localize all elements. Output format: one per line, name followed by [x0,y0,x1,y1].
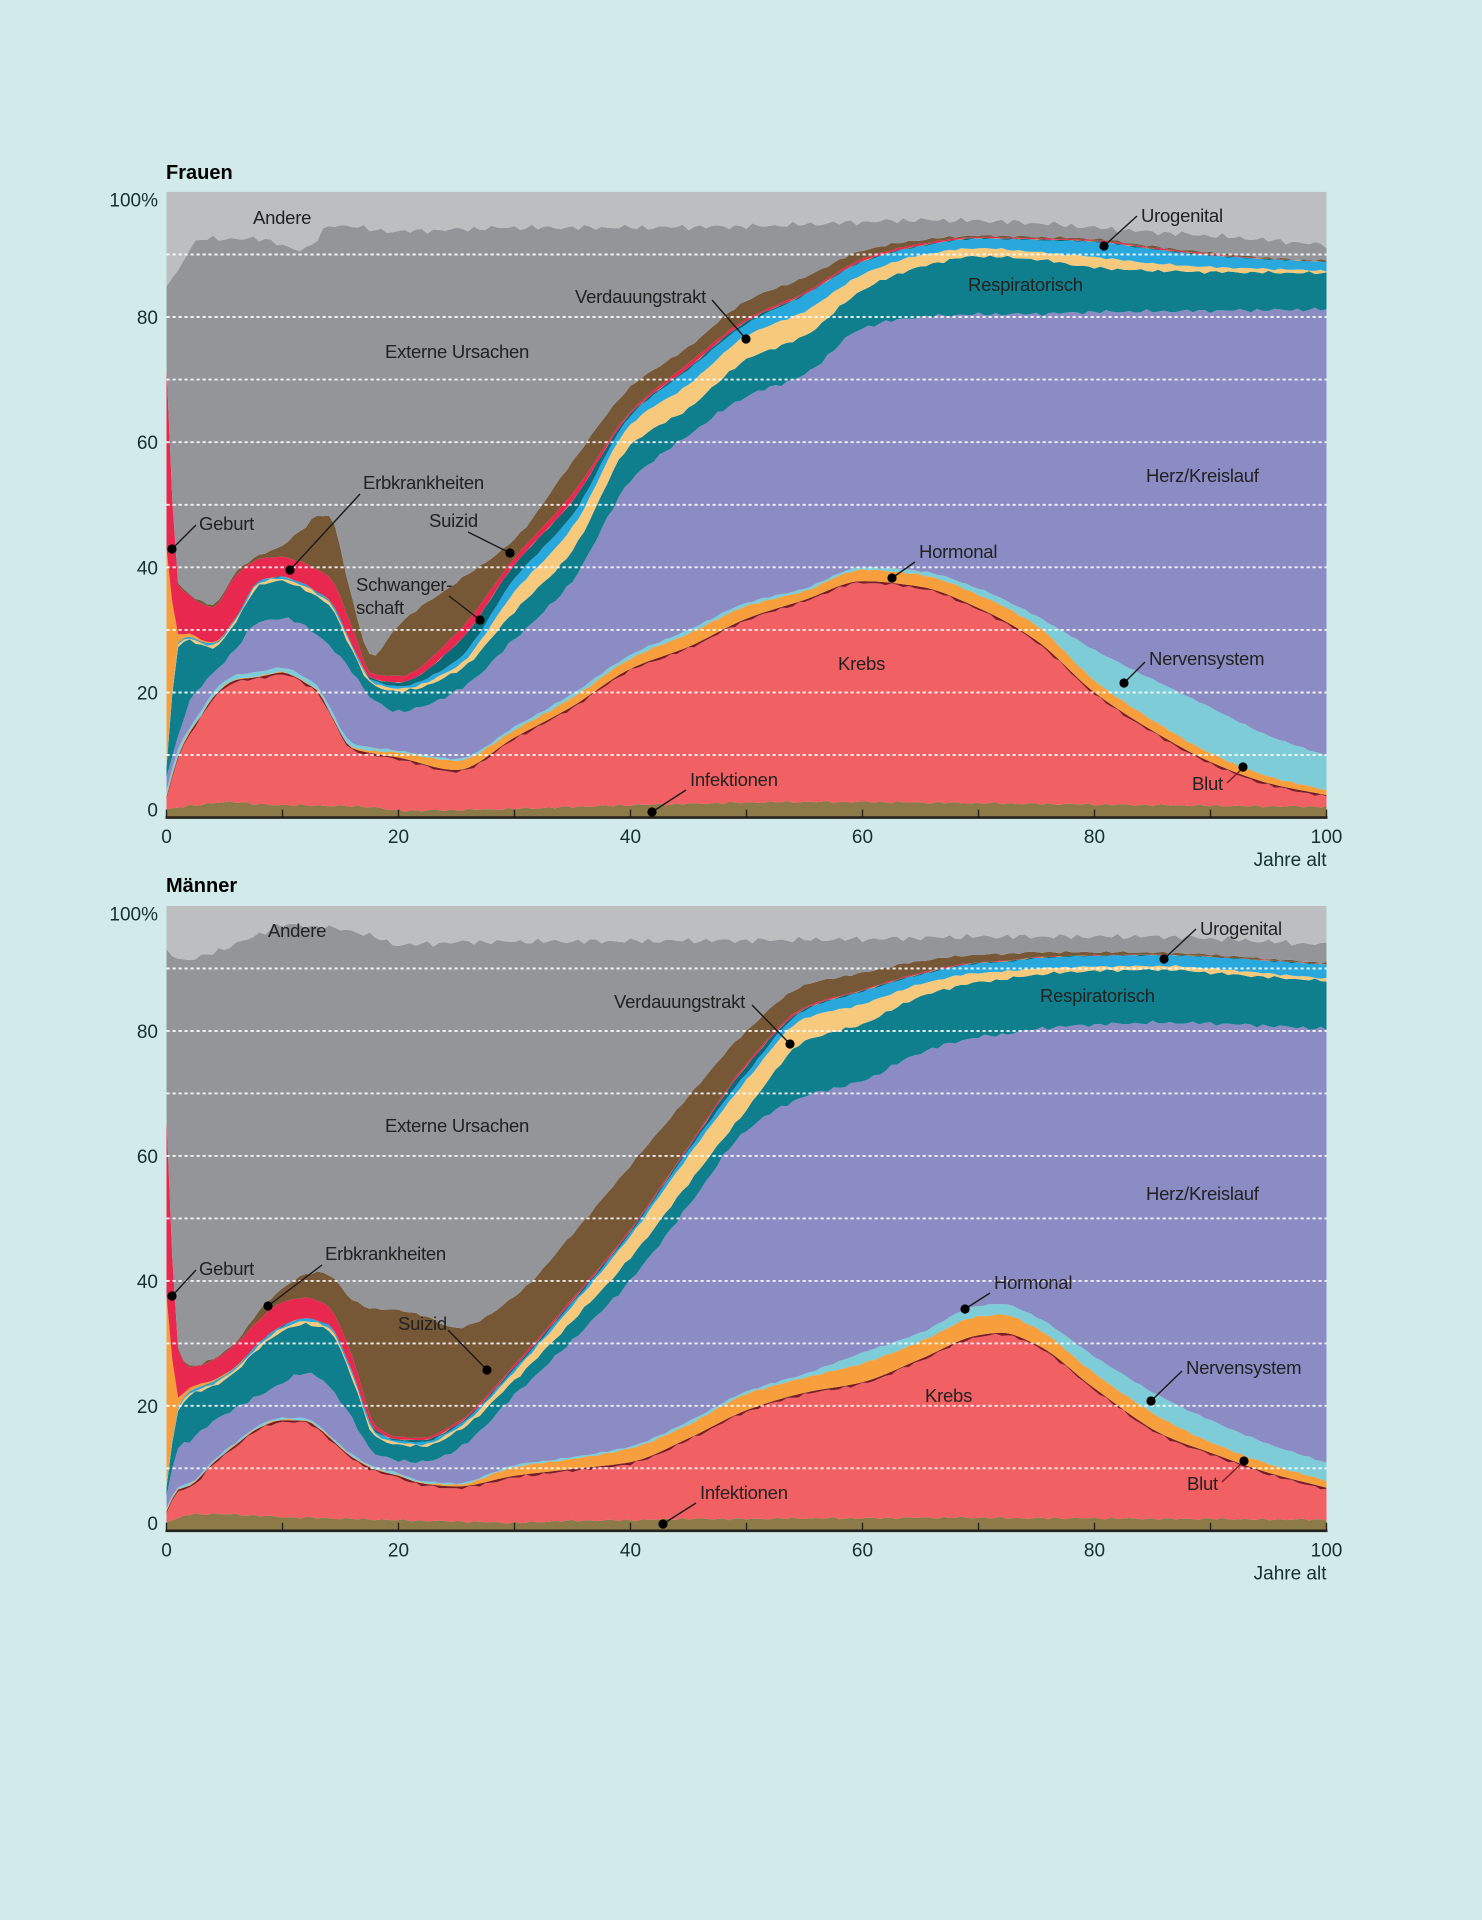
svg-text:Nervensystem: Nervensystem [1186,1357,1301,1378]
svg-text:Suizid: Suizid [429,510,478,531]
svg-text:20: 20 [137,684,158,705]
svg-text:Urogenital: Urogenital [1200,918,1282,939]
svg-text:Externe Ursachen: Externe Ursachen [385,1115,529,1136]
svg-text:Geburt: Geburt [199,1258,254,1279]
svg-text:Urogenital: Urogenital [1141,205,1223,226]
svg-text:0: 0 [161,1540,172,1561]
svg-text:60: 60 [137,1147,158,1168]
svg-text:Herz/Kreislauf: Herz/Kreislauf [1146,1183,1260,1204]
svg-text:20: 20 [137,1397,158,1418]
svg-text:Externe Ursachen: Externe Ursachen [385,341,529,362]
svg-text:0: 0 [147,1514,158,1535]
svg-text:Blut: Blut [1192,773,1223,794]
svg-text:20: 20 [388,827,409,848]
svg-text:Respiratorisch: Respiratorisch [968,274,1083,295]
svg-text:40: 40 [620,1540,641,1561]
svg-text:Männer: Männer [166,875,237,897]
svg-text:Jahre alt: Jahre alt [1254,1563,1328,1584]
svg-text:40: 40 [620,827,641,848]
svg-text:Nervensystem: Nervensystem [1149,648,1264,669]
svg-text:80: 80 [137,1022,158,1043]
svg-text:100: 100 [1311,1540,1343,1561]
svg-text:Suizid: Suizid [398,1313,447,1334]
svg-text:Hormonal: Hormonal [994,1272,1072,1293]
svg-text:schaft: schaft [356,597,404,618]
svg-text:0: 0 [161,827,172,848]
svg-text:40: 40 [137,1272,158,1293]
svg-text:Krebs: Krebs [838,653,885,674]
svg-text:60: 60 [852,1540,873,1561]
svg-text:Jahre alt: Jahre alt [1254,850,1328,871]
svg-text:20: 20 [388,1540,409,1561]
svg-text:80: 80 [1084,1540,1105,1561]
svg-text:Krebs: Krebs [925,1385,972,1406]
svg-text:Infektionen: Infektionen [690,769,778,790]
svg-text:Schwanger-: Schwanger- [356,574,452,595]
svg-text:80: 80 [1084,827,1105,848]
svg-text:Verdauungstrakt: Verdauungstrakt [575,286,706,307]
svg-text:Blut: Blut [1187,1473,1218,1494]
svg-text:Geburt: Geburt [199,513,254,534]
svg-text:Herz/Kreislauf: Herz/Kreislauf [1146,465,1260,486]
svg-text:Erbkrankheiten: Erbkrankheiten [325,1243,446,1264]
svg-text:Frauen: Frauen [166,162,233,184]
svg-text:100%: 100% [109,905,158,926]
svg-text:Infektionen: Infektionen [700,1482,788,1503]
svg-text:Andere: Andere [268,920,326,941]
svg-text:80: 80 [137,308,158,329]
svg-text:100: 100 [1311,827,1343,848]
svg-text:Erbkrankheiten: Erbkrankheiten [363,472,484,493]
svg-text:0: 0 [147,801,158,822]
svg-text:60: 60 [852,827,873,848]
svg-text:Hormonal: Hormonal [919,541,997,562]
svg-text:60: 60 [137,433,158,454]
svg-text:40: 40 [137,558,158,579]
svg-text:100%: 100% [109,190,158,211]
svg-text:Verdauungstrakt: Verdauungstrakt [614,991,745,1012]
svg-text:Andere: Andere [253,207,311,228]
svg-text:Respiratorisch: Respiratorisch [1040,985,1155,1006]
